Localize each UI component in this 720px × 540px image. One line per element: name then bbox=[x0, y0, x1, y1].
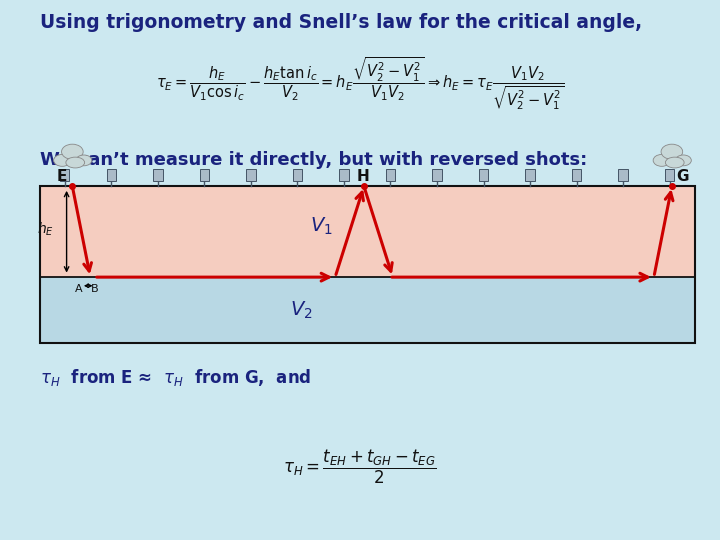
Ellipse shape bbox=[76, 155, 92, 166]
Text: G: G bbox=[676, 168, 689, 184]
Bar bbox=[40, 277, 695, 343]
Ellipse shape bbox=[665, 157, 684, 168]
Bar bbox=[60, 169, 69, 181]
Bar bbox=[618, 169, 628, 181]
Bar bbox=[665, 169, 674, 181]
Bar bbox=[432, 169, 441, 181]
Ellipse shape bbox=[66, 157, 85, 168]
Bar bbox=[107, 169, 116, 181]
Bar bbox=[479, 169, 488, 181]
Text: $\tau_E = \dfrac{h_E}{V_1 \cos i_c} - \dfrac{h_E \tan i_c}{V_2} = h_E \dfrac{\sq: $\tau_E = \dfrac{h_E}{V_1 \cos i_c} - \d… bbox=[156, 55, 564, 112]
Text: B: B bbox=[91, 284, 99, 294]
Text: E: E bbox=[57, 168, 67, 184]
Text: $V_1$: $V_1$ bbox=[310, 215, 333, 237]
Bar bbox=[386, 169, 395, 181]
Ellipse shape bbox=[62, 144, 84, 159]
Ellipse shape bbox=[675, 155, 691, 166]
Bar bbox=[526, 169, 535, 181]
Bar bbox=[40, 186, 695, 343]
Text: $V_2$: $V_2$ bbox=[290, 299, 313, 321]
Text: $\tau_H$  from E ≈  $\tau_H$  from G,  and: $\tau_H$ from E ≈ $\tau_H$ from G, and bbox=[40, 367, 311, 388]
Ellipse shape bbox=[653, 154, 670, 166]
Text: $h_E$: $h_E$ bbox=[37, 220, 53, 238]
Text: $\tau_H = \dfrac{t_{EH} + t_{GH} - t_{EG}}{2}$: $\tau_H = \dfrac{t_{EH} + t_{GH} - t_{EG… bbox=[283, 448, 437, 486]
Bar bbox=[199, 169, 209, 181]
Ellipse shape bbox=[661, 144, 683, 159]
Bar bbox=[339, 169, 348, 181]
Bar bbox=[153, 169, 163, 181]
Text: H: H bbox=[356, 168, 369, 184]
Bar bbox=[293, 169, 302, 181]
Ellipse shape bbox=[54, 154, 71, 166]
Bar bbox=[246, 169, 256, 181]
Text: Using trigonometry and Snell’s law for the critical angle,: Using trigonometry and Snell’s law for t… bbox=[40, 14, 642, 32]
Bar bbox=[572, 169, 581, 181]
Text: We can’t measure it directly, but with reversed shots:: We can’t measure it directly, but with r… bbox=[40, 151, 587, 169]
Bar bbox=[40, 186, 695, 277]
Text: A: A bbox=[76, 284, 83, 294]
